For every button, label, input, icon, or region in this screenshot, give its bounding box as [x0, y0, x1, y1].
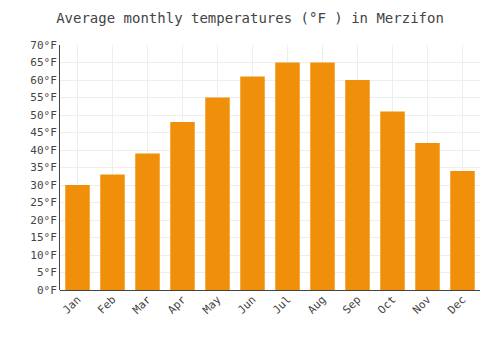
svg-text:40°F: 40°F — [30, 144, 57, 157]
svg-text:Oct: Oct — [375, 293, 398, 316]
svg-text:10°F: 10°F — [30, 249, 57, 262]
svg-text:30°F: 30°F — [30, 179, 57, 192]
svg-text:Nov: Nov — [410, 293, 434, 317]
svg-text:Average monthly temperatures (: Average monthly temperatures (°F ) in Me… — [56, 10, 444, 26]
svg-text:Aug: Aug — [305, 293, 328, 316]
svg-text:Sep: Sep — [340, 293, 363, 316]
svg-text:5°F: 5°F — [37, 266, 57, 279]
svg-text:Feb: Feb — [95, 293, 118, 316]
svg-text:20°F: 20°F — [30, 214, 57, 227]
svg-text:Jun: Jun — [235, 293, 258, 316]
svg-text:Dec: Dec — [445, 293, 468, 316]
svg-text:0°F: 0°F — [37, 284, 57, 297]
svg-text:55°F: 55°F — [30, 91, 57, 104]
svg-text:25°F: 25°F — [30, 196, 57, 209]
svg-text:50°F: 50°F — [30, 109, 57, 122]
svg-text:35°F: 35°F — [30, 161, 57, 174]
svg-text:Jul: Jul — [270, 293, 293, 316]
svg-text:Apr: Apr — [165, 293, 189, 317]
svg-text:70°F: 70°F — [30, 39, 57, 52]
svg-text:15°F: 15°F — [30, 231, 57, 244]
svg-text:May: May — [200, 293, 224, 317]
svg-text:Jan: Jan — [60, 293, 83, 316]
svg-text:60°F: 60°F — [30, 74, 57, 87]
svg-text:45°F: 45°F — [30, 126, 57, 139]
svg-text:65°F: 65°F — [30, 56, 57, 69]
svg-text:Mar: Mar — [130, 293, 154, 317]
